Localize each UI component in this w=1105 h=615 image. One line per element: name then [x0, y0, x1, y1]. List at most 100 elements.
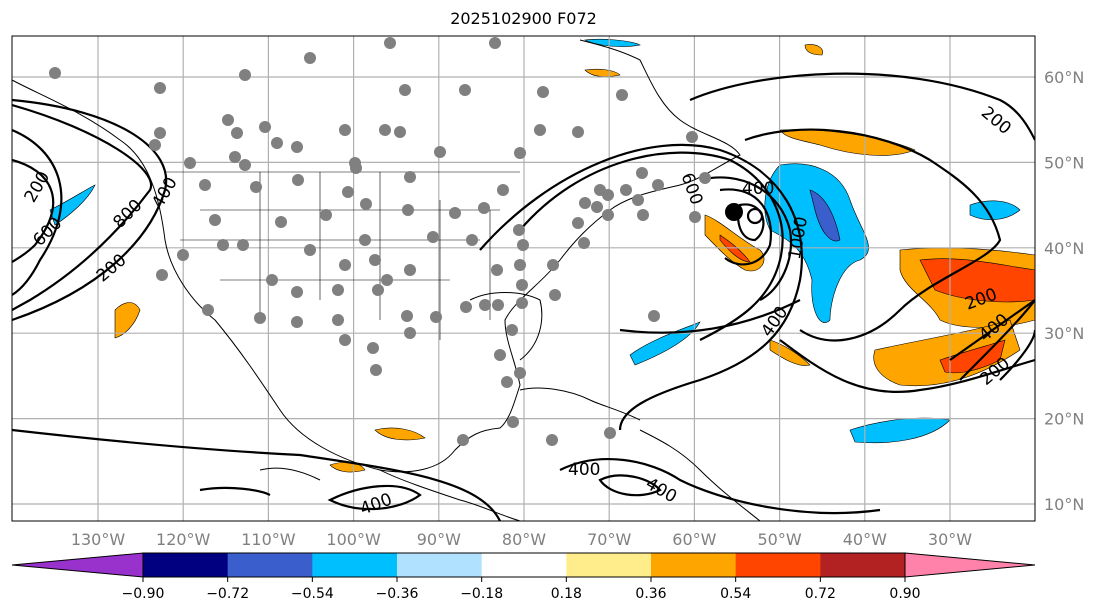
station-dot — [402, 204, 414, 216]
station-dot — [359, 234, 371, 246]
latitude-label: 40°N — [1044, 239, 1084, 258]
station-dot — [275, 216, 287, 228]
station-dot — [616, 89, 628, 101]
station-dot — [199, 179, 211, 191]
colorbar-tick-label: −0.54 — [291, 586, 334, 602]
station-dot — [513, 224, 525, 236]
station-dot — [572, 217, 584, 229]
colorbar-max-extension — [904, 552, 1036, 578]
station-dot — [304, 52, 316, 64]
station-dot — [534, 124, 546, 136]
latitude-labels: 60°N 50°N 40°N 30°N 20°N 10°N — [1044, 68, 1084, 514]
station-dot — [320, 209, 332, 221]
station-dot — [404, 264, 416, 276]
station-dot — [291, 316, 303, 328]
longitude-labels: 130°W 120°W 110°W 100°W 90°W 80°W 70°W 60°W 50°W… — [71, 530, 972, 549]
latitude-label: 50°N — [1044, 153, 1084, 172]
station-dot — [304, 244, 316, 256]
station-dot — [231, 127, 243, 139]
latitude-label: 10°N — [1044, 495, 1084, 514]
station-dot — [579, 197, 591, 209]
longitude-label: 70°W — [587, 530, 631, 549]
station-dot — [578, 237, 590, 249]
station-dot — [427, 231, 439, 243]
station-dot — [478, 202, 490, 214]
map-area: 200 600 800 400 200 600 400 1000 400 200… — [12, 36, 1035, 521]
station-dot — [457, 434, 469, 446]
station-dot — [537, 86, 549, 98]
longitude-label: 80°W — [502, 530, 546, 549]
longitude-label: 40°W — [843, 530, 887, 549]
shaded-fields — [49, 38, 1035, 473]
station-dot — [699, 172, 711, 184]
station-dot — [516, 279, 528, 291]
colorbar-tick-label: −0.72 — [206, 586, 249, 602]
station-dot — [401, 310, 413, 322]
station-dot — [259, 121, 271, 133]
colorbar-segment — [481, 553, 567, 577]
station-dot — [514, 147, 526, 159]
station-dot — [479, 299, 491, 311]
contour-lines — [12, 72, 1035, 521]
station-dot — [177, 249, 189, 261]
station-dot — [489, 37, 501, 49]
station-dot — [514, 259, 526, 271]
longitude-label: 50°W — [758, 530, 802, 549]
station-dot — [254, 312, 266, 324]
station-dot — [342, 186, 354, 198]
longitude-label: 120°W — [156, 530, 211, 549]
colorbar-segment — [143, 553, 229, 577]
station-dot — [602, 209, 614, 221]
station-dot — [332, 314, 344, 326]
station-dot — [430, 311, 442, 323]
contour-label: 400 — [742, 179, 774, 199]
station-dot — [494, 349, 506, 361]
station-dot — [202, 304, 214, 316]
station-dot — [237, 239, 249, 251]
station-dot — [154, 127, 166, 139]
station-dot — [466, 234, 478, 246]
station-dot — [209, 214, 221, 226]
low-center-marker — [725, 203, 743, 221]
station-dot — [507, 416, 519, 428]
station-dot — [291, 286, 303, 298]
station-dot — [350, 162, 362, 174]
longitude-label: 130°W — [71, 530, 126, 549]
station-dot — [546, 434, 558, 446]
station-dot — [370, 364, 382, 376]
station-dot — [184, 157, 196, 169]
station-dot — [501, 376, 513, 388]
station-dot — [572, 126, 584, 138]
station-dot — [394, 126, 406, 138]
station-dot — [549, 289, 561, 301]
colorbar-ticks: −0.90 −0.72 −0.54 −0.36 −0.18 0.18 0.36 0.54 0.7… — [122, 577, 921, 602]
colorbar-tick-label: 0.90 — [889, 586, 920, 602]
latitude-label: 30°N — [1044, 324, 1084, 343]
station-dot — [434, 146, 446, 158]
longitude-label: 110°W — [241, 530, 296, 549]
station-dot — [292, 174, 304, 186]
longitude-label: 60°W — [672, 530, 716, 549]
station-dot — [339, 124, 351, 136]
station-dot — [652, 179, 664, 191]
longitude-label: 100°W — [326, 530, 381, 549]
station-dot — [404, 327, 416, 339]
latitude-label: 20°N — [1044, 410, 1084, 429]
station-markers — [49, 37, 711, 446]
station-dot — [360, 198, 372, 210]
station-dot — [637, 209, 649, 221]
station-dot — [332, 284, 344, 296]
station-dot — [384, 37, 396, 49]
station-dot — [154, 82, 166, 94]
station-dot — [239, 69, 251, 81]
longitude-label: 90°W — [417, 530, 461, 549]
station-dot — [250, 181, 262, 193]
station-dot — [149, 139, 161, 151]
station-dot — [372, 284, 384, 296]
colorbar-segment — [735, 553, 821, 577]
station-dot — [266, 274, 278, 286]
latitude-label: 60°N — [1044, 68, 1084, 87]
colorbar-segment — [397, 553, 483, 577]
station-dot — [689, 211, 701, 223]
